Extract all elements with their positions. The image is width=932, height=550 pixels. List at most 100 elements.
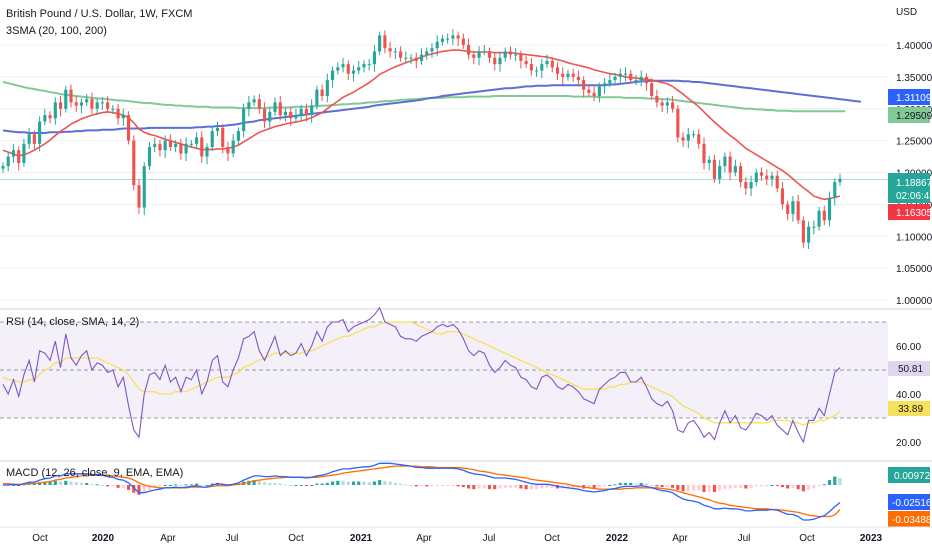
- candle-body[interactable]: [550, 60, 554, 68]
- candle-body[interactable]: [315, 89, 319, 106]
- candle-body[interactable]: [43, 115, 47, 122]
- candle-body[interactable]: [634, 80, 638, 82]
- candle-body[interactable]: [48, 115, 52, 119]
- candle-body[interactable]: [566, 73, 570, 77]
- candle-body[interactable]: [106, 102, 110, 109]
- candle-body[interactable]: [341, 64, 345, 68]
- candle-body[interactable]: [1, 166, 5, 169]
- candle-body[interactable]: [555, 67, 560, 74]
- candle-body[interactable]: [278, 102, 282, 116]
- candle-body[interactable]: [252, 99, 256, 103]
- candle-body[interactable]: [430, 48, 434, 52]
- candle-body[interactable]: [425, 51, 429, 55]
- candle-body[interactable]: [796, 201, 800, 221]
- candle-body[interactable]: [231, 140, 235, 154]
- candle-body[interactable]: [749, 182, 753, 189]
- candle-body[interactable]: [514, 54, 518, 56]
- candle-body[interactable]: [242, 108, 246, 132]
- candle-body[interactable]: [325, 80, 329, 96]
- candle-body[interactable]: [801, 220, 805, 243]
- candle-body[interactable]: [535, 70, 539, 72]
- candle-body[interactable]: [519, 54, 523, 61]
- candle-body[interactable]: [399, 51, 403, 58]
- candle-body[interactable]: [807, 226, 811, 243]
- candle-body[interactable]: [707, 159, 711, 163]
- candle-body[interactable]: [744, 182, 748, 189]
- candle-body[interactable]: [27, 134, 31, 144]
- candle-body[interactable]: [644, 76, 649, 84]
- candle-body[interactable]: [739, 166, 743, 183]
- candle-body[interactable]: [592, 92, 596, 96]
- candle-body[interactable]: [236, 131, 240, 141]
- candle-body[interactable]: [833, 182, 837, 198]
- candle-body[interactable]: [765, 175, 769, 179]
- candle-body[interactable]: [576, 76, 581, 81]
- candle-body[interactable]: [58, 102, 63, 109]
- candle-body[interactable]: [6, 156, 10, 167]
- candle-body[interactable]: [759, 172, 764, 176]
- candle-body[interactable]: [545, 60, 549, 65]
- candle-body[interactable]: [487, 51, 492, 58]
- candle-body[interactable]: [467, 45, 471, 55]
- candle-body[interactable]: [718, 166, 722, 179]
- candle-body[interactable]: [812, 226, 816, 228]
- candle-body[interactable]: [153, 143, 157, 147]
- candle-body[interactable]: [38, 121, 42, 144]
- candle-body[interactable]: [655, 96, 659, 103]
- candle-body[interactable]: [17, 150, 21, 163]
- candle-body[interactable]: [613, 76, 617, 81]
- candle-body[interactable]: [111, 108, 115, 110]
- candle-body[interactable]: [95, 102, 99, 109]
- candle-body[interactable]: [116, 108, 120, 119]
- candle-body[interactable]: [351, 70, 356, 74]
- candle-body[interactable]: [686, 134, 690, 141]
- candle-body[interactable]: [11, 150, 16, 157]
- candle-body[interactable]: [121, 115, 125, 119]
- candle-body[interactable]: [137, 185, 141, 208]
- candle-body[interactable]: [304, 108, 308, 116]
- candle-body[interactable]: [419, 54, 424, 61]
- candle-body[interactable]: [200, 137, 204, 157]
- candle-body[interactable]: [733, 166, 737, 173]
- candle-body[interactable]: [22, 143, 26, 163]
- candle-body[interactable]: [827, 198, 832, 221]
- candle-body[interactable]: [247, 102, 251, 109]
- candle-body[interactable]: [780, 188, 785, 205]
- candle-body[interactable]: [524, 60, 528, 65]
- candle-body[interactable]: [100, 102, 104, 104]
- candle-body[interactable]: [723, 156, 727, 167]
- candle-body[interactable]: [388, 48, 392, 52]
- candle-body[interactable]: [383, 35, 387, 49]
- candle-body[interactable]: [639, 76, 643, 81]
- candle-body[interactable]: [414, 57, 418, 61]
- candle-body[interactable]: [409, 57, 413, 59]
- candle-body[interactable]: [362, 64, 366, 68]
- candle-body[interactable]: [184, 143, 188, 154]
- candle-body[interactable]: [210, 131, 214, 147]
- candle-body[interactable]: [623, 73, 628, 75]
- candle-body[interactable]: [372, 51, 376, 65]
- candle-body[interactable]: [74, 102, 78, 106]
- candle-body[interactable]: [571, 73, 575, 77]
- candle-body[interactable]: [770, 175, 774, 179]
- candle-body[interactable]: [493, 57, 497, 65]
- candle-body[interactable]: [791, 201, 795, 214]
- candle-body[interactable]: [681, 137, 685, 141]
- candle-body[interactable]: [221, 127, 225, 147]
- candle-body[interactable]: [378, 35, 382, 52]
- candle-body[interactable]: [477, 51, 481, 58]
- candle-body[interactable]: [691, 134, 696, 136]
- candle-body[interactable]: [158, 143, 162, 151]
- candle-body[interactable]: [608, 80, 612, 84]
- candle-body[interactable]: [346, 64, 350, 74]
- candle-body[interactable]: [85, 99, 89, 103]
- candle-body[interactable]: [650, 83, 654, 96]
- candle-body[interactable]: [508, 51, 513, 55]
- candle-body[interactable]: [357, 67, 361, 71]
- candle-body[interactable]: [205, 147, 209, 157]
- candle-body[interactable]: [728, 156, 732, 173]
- candle-body[interactable]: [603, 83, 607, 87]
- candle-body[interactable]: [676, 108, 680, 138]
- candle-body[interactable]: [174, 143, 178, 147]
- candle-body[interactable]: [451, 35, 455, 39]
